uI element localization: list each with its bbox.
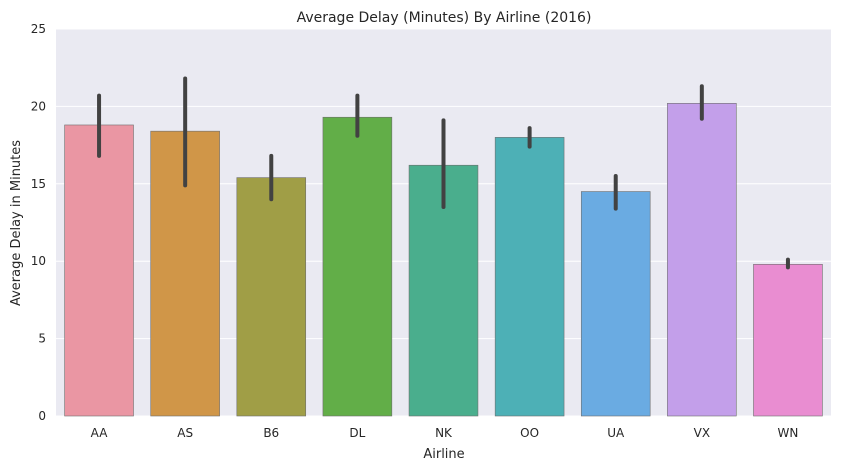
- error-bars: [97, 76, 790, 270]
- x-tick-label: B6: [263, 426, 279, 440]
- bar-oo: [494, 137, 565, 417]
- y-tick-label: 10: [31, 254, 46, 268]
- bars: [64, 103, 823, 417]
- y-tick-label: 25: [31, 22, 46, 36]
- x-tick-label: UA: [607, 426, 625, 440]
- x-tick-label: AA: [91, 426, 109, 440]
- y-tick-label: 15: [31, 177, 46, 191]
- bar-ua: [580, 191, 651, 417]
- x-tick-label: NK: [435, 426, 453, 440]
- bar-dl: [322, 116, 393, 417]
- bar-aa: [64, 124, 134, 417]
- y-tick-label: 5: [38, 332, 46, 346]
- x-tick-label: DL: [349, 426, 365, 440]
- y-axis-ticks: 0 5 10 15 20 25: [31, 22, 46, 423]
- bar-vx: [667, 103, 737, 417]
- x-tick-label: WN: [778, 426, 799, 440]
- y-tick-label: 20: [31, 99, 46, 113]
- bar-b6: [236, 177, 307, 417]
- x-tick-label: AS: [177, 426, 193, 440]
- x-tick-label: VX: [694, 426, 710, 440]
- bar-wn: [753, 263, 823, 417]
- x-axis-label: Airline: [423, 447, 464, 462]
- x-axis-ticks: AA AS B6 DL NK OO UA VX WN: [91, 426, 799, 440]
- x-tick-label: OO: [520, 426, 539, 440]
- chart-title: Average Delay (Minutes) By Airline (2016…: [297, 10, 592, 26]
- y-axis-label: Average Delay in Minutes: [9, 140, 24, 306]
- y-tick-label: 0: [38, 409, 46, 423]
